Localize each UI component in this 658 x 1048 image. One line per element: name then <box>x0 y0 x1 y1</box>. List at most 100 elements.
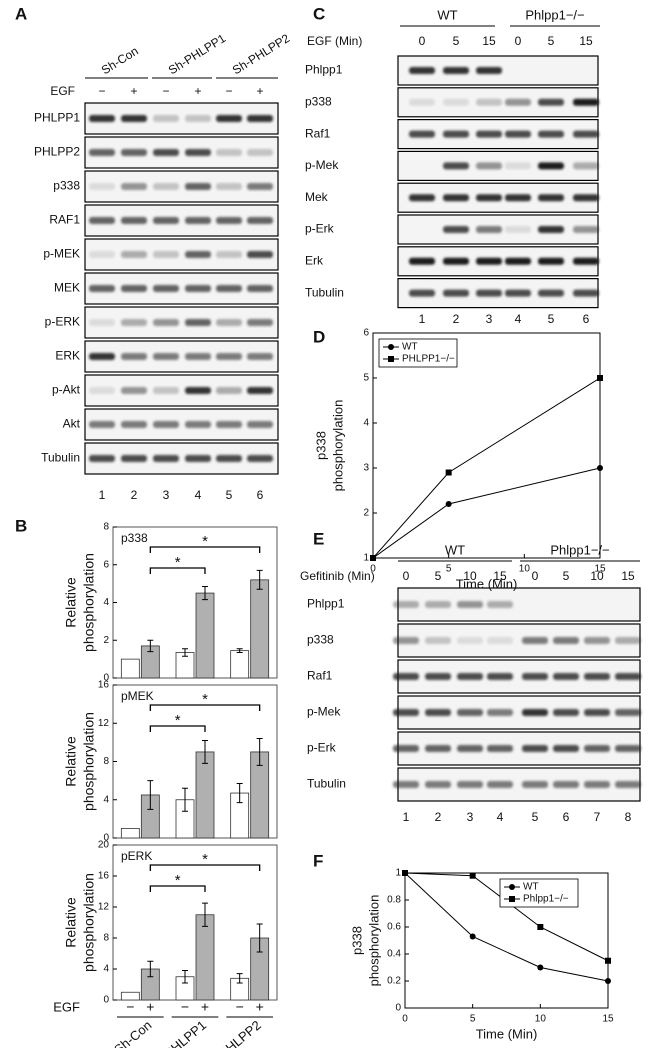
significance-bracket <box>149 864 261 871</box>
x-tick-label: 10 <box>519 564 531 575</box>
lane-number: 3 <box>486 312 493 326</box>
band <box>573 226 599 233</box>
band <box>393 709 419 716</box>
band <box>185 421 211 428</box>
y-tick-label: 12 <box>98 718 110 729</box>
row-label: RAF1 <box>49 213 80 227</box>
marker <box>445 469 452 476</box>
condition-label: 10 <box>590 569 604 583</box>
band <box>247 387 273 394</box>
group-label: WT <box>437 7 457 22</box>
band <box>216 115 242 122</box>
bar <box>120 991 140 1001</box>
band <box>443 226 469 233</box>
band <box>247 319 273 326</box>
band <box>185 251 211 258</box>
band <box>615 709 641 716</box>
band <box>476 226 502 233</box>
group-label: Sh-PHLPP2 <box>230 31 293 77</box>
group-label: WT <box>445 542 465 557</box>
error-bar <box>236 973 243 984</box>
y-tick-label: 4 <box>103 964 109 975</box>
band <box>457 709 483 716</box>
band <box>505 130 531 138</box>
band <box>409 67 435 74</box>
error-bar <box>236 782 243 804</box>
band <box>505 194 531 202</box>
band <box>89 115 115 122</box>
band <box>216 455 242 462</box>
bar <box>230 650 250 679</box>
x-tick-label: + <box>256 999 264 1015</box>
panel-label: C <box>313 4 325 23</box>
band <box>573 257 599 265</box>
band <box>89 387 115 394</box>
band <box>121 251 147 258</box>
band <box>457 637 483 644</box>
lane-number: 2 <box>453 312 460 326</box>
plot-frame <box>404 872 609 1009</box>
band <box>425 637 451 644</box>
band <box>185 217 211 224</box>
y-tick-label: 4 <box>103 794 109 805</box>
legend-marker <box>509 884 515 890</box>
y-tick-label: 0 <box>395 1003 401 1014</box>
band <box>89 251 115 258</box>
lane-number: 5 <box>532 810 539 824</box>
row-label: ERK <box>55 349 80 363</box>
band <box>393 745 419 752</box>
band <box>425 709 451 716</box>
y-tick-label: 8 <box>103 756 109 767</box>
x-tick-label: − <box>236 999 244 1015</box>
significance-bracket <box>149 885 206 892</box>
band <box>216 149 242 156</box>
blot-box <box>84 442 279 475</box>
condition-label: 0 <box>532 569 539 583</box>
band <box>476 289 502 297</box>
band <box>216 217 242 224</box>
bar <box>195 914 215 1001</box>
band <box>538 130 564 138</box>
y-tick-label: 16 <box>98 680 110 691</box>
band <box>153 285 179 292</box>
blot-box <box>84 204 279 237</box>
row-label: p-Mek <box>307 705 341 719</box>
legend-label: WT <box>402 342 418 353</box>
band <box>457 601 483 608</box>
row-label: p-Akt <box>52 383 81 397</box>
marker <box>469 933 476 940</box>
band <box>409 257 435 265</box>
significance-bracket <box>149 704 261 711</box>
x-tick-label: + <box>146 999 154 1015</box>
band <box>573 162 599 170</box>
treatment-label: EGF (Min) <box>307 34 362 48</box>
marker <box>597 465 603 471</box>
band <box>409 130 435 138</box>
y-tick-label: 8 <box>103 522 109 533</box>
band <box>538 289 564 297</box>
band <box>153 319 179 326</box>
error-bar <box>236 648 243 654</box>
y-tick-label: 0 <box>103 995 109 1006</box>
band <box>121 149 147 156</box>
band <box>409 289 435 297</box>
band <box>121 319 147 326</box>
row-label: Mek <box>305 190 329 204</box>
band <box>216 319 242 326</box>
band <box>505 162 531 170</box>
marker <box>605 957 611 964</box>
band <box>425 781 451 788</box>
band <box>393 601 419 608</box>
y-axis-label: p338 <box>313 431 328 460</box>
band <box>185 455 211 462</box>
band <box>216 421 242 428</box>
band <box>393 637 419 644</box>
band <box>573 289 599 297</box>
y-axis-label: phosphorylation <box>81 873 97 972</box>
band <box>505 98 531 106</box>
panel-label: D <box>313 327 325 346</box>
blot-box <box>84 306 279 339</box>
blot-box <box>84 170 279 203</box>
y-tick-label: 6 <box>103 559 109 570</box>
